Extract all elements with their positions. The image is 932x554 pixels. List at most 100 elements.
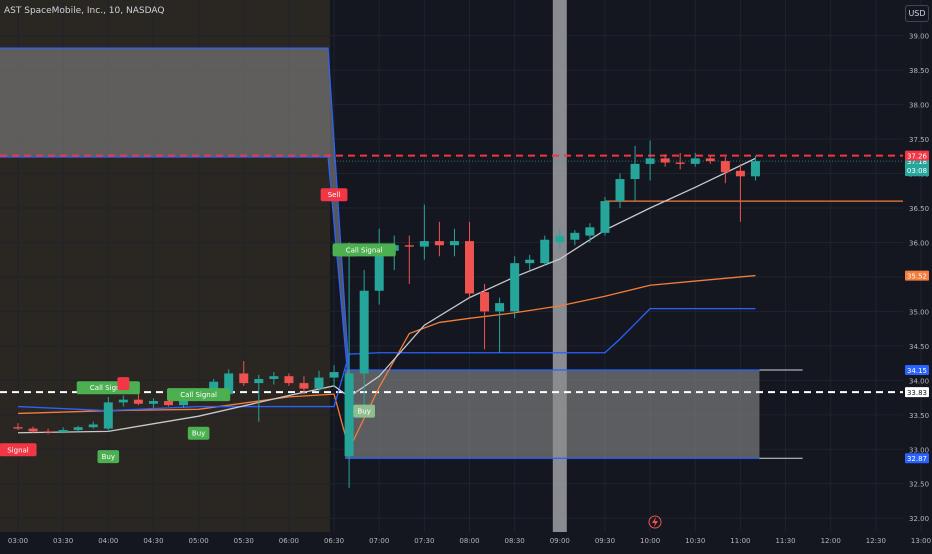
candle-body [329, 372, 339, 378]
x-tick-label: 10:00 [640, 537, 660, 545]
y-tick-label: 33.00 [909, 446, 929, 454]
candle-body [480, 292, 490, 312]
signal-box [187, 426, 210, 440]
candle-body [735, 170, 745, 177]
signal-call: Call Signal [167, 388, 231, 402]
y-tick-label: 32.50 [909, 481, 929, 489]
y-tick-label: 36.50 [909, 205, 929, 213]
signal-box [0, 443, 37, 457]
x-tick-label: 03:30 [53, 537, 73, 545]
candle-body [465, 241, 474, 294]
signal-box [117, 377, 130, 391]
candle-body [525, 259, 535, 264]
signal-sell-small [117, 377, 130, 391]
signal-buy-faded: Buy [353, 404, 375, 418]
candle-body [133, 399, 143, 404]
candle-body [374, 250, 384, 291]
signal-box [353, 404, 375, 418]
candle-body [660, 158, 670, 163]
signal-buy: Buy [187, 426, 210, 440]
candle-body [284, 376, 294, 384]
signal-label: Buy [102, 453, 115, 461]
lower-zone-fill [345, 370, 760, 459]
y-tick-label: 37.50 [909, 136, 929, 144]
y-tick-label: 38.50 [909, 67, 929, 75]
x-tick-label: 08:30 [505, 537, 525, 545]
price-badge-countdown: 03:08 [907, 167, 927, 175]
price-badge [905, 156, 929, 177]
y-tick-label: 32.00 [909, 515, 929, 523]
price-badge [905, 365, 929, 376]
candle-body [645, 158, 655, 164]
y-tick-label: 34.50 [909, 343, 929, 351]
signal-label: Call Signal [90, 384, 127, 392]
candle-body [570, 232, 580, 240]
x-tick-label: 03:00 [8, 537, 28, 545]
chart-title: AST SpaceMobile, Inc., 10, NASDAQ [4, 6, 165, 16]
price-badge-label: 37.26 [907, 153, 928, 161]
candle-body [28, 428, 38, 432]
currency-button[interactable]: USD [905, 5, 929, 22]
x-tick-label: 13:00 [911, 537, 931, 545]
lightning-icon [648, 515, 662, 529]
signal-call: Call Signal [332, 243, 396, 257]
x-tick-label: 07:00 [369, 537, 389, 545]
series-line-orange [17, 274, 756, 452]
candle-body [43, 431, 53, 433]
x-tick-label: 12:00 [821, 537, 841, 545]
candle-body [88, 424, 98, 428]
price-badge-label: 34.15 [907, 367, 927, 375]
x-tick-label: 11:30 [775, 537, 795, 545]
signal-box [167, 388, 231, 402]
y-tick-label: 36.00 [909, 239, 929, 247]
candle-body [540, 239, 550, 264]
x-tick-label: 04:30 [143, 537, 163, 545]
candle-body [164, 401, 173, 406]
candle-body [359, 290, 369, 374]
signal-label: Buy [357, 408, 370, 416]
candle-body [615, 179, 625, 202]
candle-body [434, 241, 444, 246]
signal-label: Call Signal [180, 391, 217, 399]
candle-body [555, 235, 565, 243]
candle-body [314, 377, 324, 389]
lightning-icon-bolt [652, 517, 658, 527]
y-tick-label: 35.00 [909, 308, 929, 316]
candle-body [404, 245, 414, 247]
candle-body [600, 201, 610, 233]
signal-buy: Buy [97, 450, 120, 464]
signal-sell: Sell [320, 188, 348, 202]
price-badge-label: 37.18 [907, 158, 927, 166]
x-tick-label: 05:30 [234, 537, 254, 545]
y-tick-label: 38.00 [909, 102, 929, 110]
signal-label: Signal [7, 446, 29, 454]
candle-body [750, 161, 760, 177]
candle-body [690, 158, 700, 164]
signal-label: Buy [192, 430, 205, 438]
signal-label: Call Signal [346, 246, 383, 254]
candle-body [73, 427, 83, 430]
x-tick-label: 07:30 [414, 537, 434, 545]
price-badge [905, 453, 929, 464]
x-tick-label: 12:30 [866, 537, 886, 545]
candle-body [720, 161, 730, 173]
x-tick-label: 06:30 [324, 537, 344, 545]
signal-call: Call Signal [76, 381, 140, 395]
x-tick-label: 10:30 [685, 537, 705, 545]
signal-box [332, 243, 396, 257]
upper-zone-fill [0, 48, 354, 436]
price-badge [905, 387, 929, 398]
candle-body [209, 381, 219, 395]
candle-body [585, 227, 595, 236]
candle-body [239, 373, 249, 384]
price-badge [905, 150, 929, 161]
candle-body [495, 303, 505, 312]
candle-body [510, 263, 520, 312]
candle-body [118, 399, 128, 403]
candle-body [344, 373, 354, 457]
y-tick-label: 34.00 [909, 377, 929, 385]
y-tick-label: 39.00 [909, 33, 929, 41]
x-tick-label: 06:00 [279, 537, 299, 545]
